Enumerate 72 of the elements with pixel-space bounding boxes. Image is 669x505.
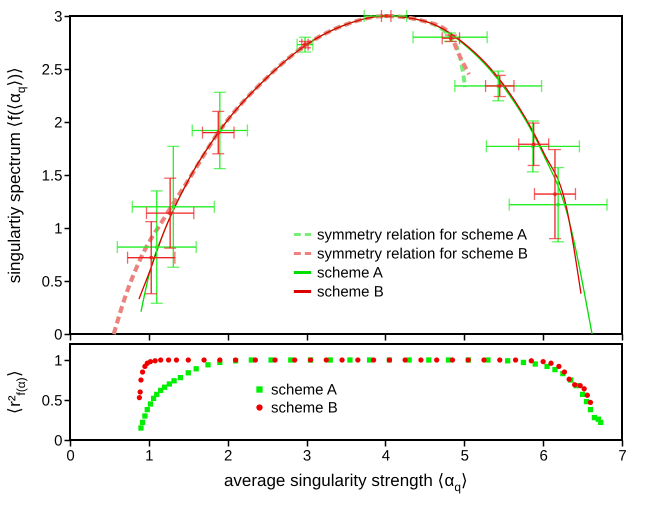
point [186,370,191,376]
point [450,357,456,363]
point [194,366,199,372]
point [186,357,191,363]
point [582,386,587,392]
point [512,357,518,363]
y-tick-label: 0.5 [42,274,62,290]
point [528,358,534,364]
point [434,357,440,363]
point [505,358,510,364]
point [272,357,278,363]
point [584,392,590,398]
y-tick-label: 0.5 [42,392,62,410]
point [252,357,258,363]
legend-label: scheme B [271,400,338,416]
x-tick-label: 0 [66,448,75,464]
x-tick-label: 7 [618,448,627,464]
point [418,357,424,363]
legend-label: scheme A [317,264,383,282]
y-tick-label: 0 [54,432,62,450]
y-axis-title: singulartiy spectrum ⟨f(⟨αq⟩)⟩ [5,66,28,284]
point [171,378,177,384]
x-tick-label: 3 [302,448,312,464]
point [154,392,160,398]
x-tick-label: 1 [145,448,154,464]
point [324,357,329,363]
legend-label: scheme B [317,284,384,300]
legend-label: scheme A [271,382,337,398]
point [426,357,432,363]
point [166,381,172,387]
x-tick-label: 2 [224,448,232,464]
point [152,358,158,364]
point [578,382,583,388]
point [158,357,164,363]
point [144,406,150,412]
point [548,360,554,366]
y-axis-title: ⟨r²f(α)⟩ [5,370,28,414]
y-tick-label: 2 [54,114,62,132]
point [339,357,345,363]
point [588,400,594,406]
point [201,357,207,363]
point [370,357,376,363]
x-tick-label: 6 [539,448,548,464]
y-tick-label: 1 [54,352,62,370]
y-tick-label: 3 [54,8,62,26]
point [532,361,538,367]
legend-label: symmetry relation for scheme A [317,226,528,244]
legend-label: symmetry relation for scheme B [317,246,528,262]
point [140,369,146,375]
point [162,384,168,390]
point [292,357,298,363]
point [497,357,502,363]
point [556,364,562,370]
point [402,357,408,363]
point [217,357,222,363]
point [138,389,143,395]
point [355,357,360,363]
y-tick-label: 0 [54,326,62,344]
y-tick-label: 2.5 [42,62,62,78]
point [174,357,180,363]
point [136,394,142,400]
x-tick-label: 4 [382,448,390,464]
y-tick-label: 1 [54,220,62,238]
point [138,377,144,383]
point [166,357,172,363]
y-tick-label: 1.5 [42,168,62,184]
point [148,358,154,364]
point [598,420,604,426]
point [205,362,211,368]
point [481,357,487,363]
point [540,358,546,364]
x-tick-label: 5 [460,448,469,464]
